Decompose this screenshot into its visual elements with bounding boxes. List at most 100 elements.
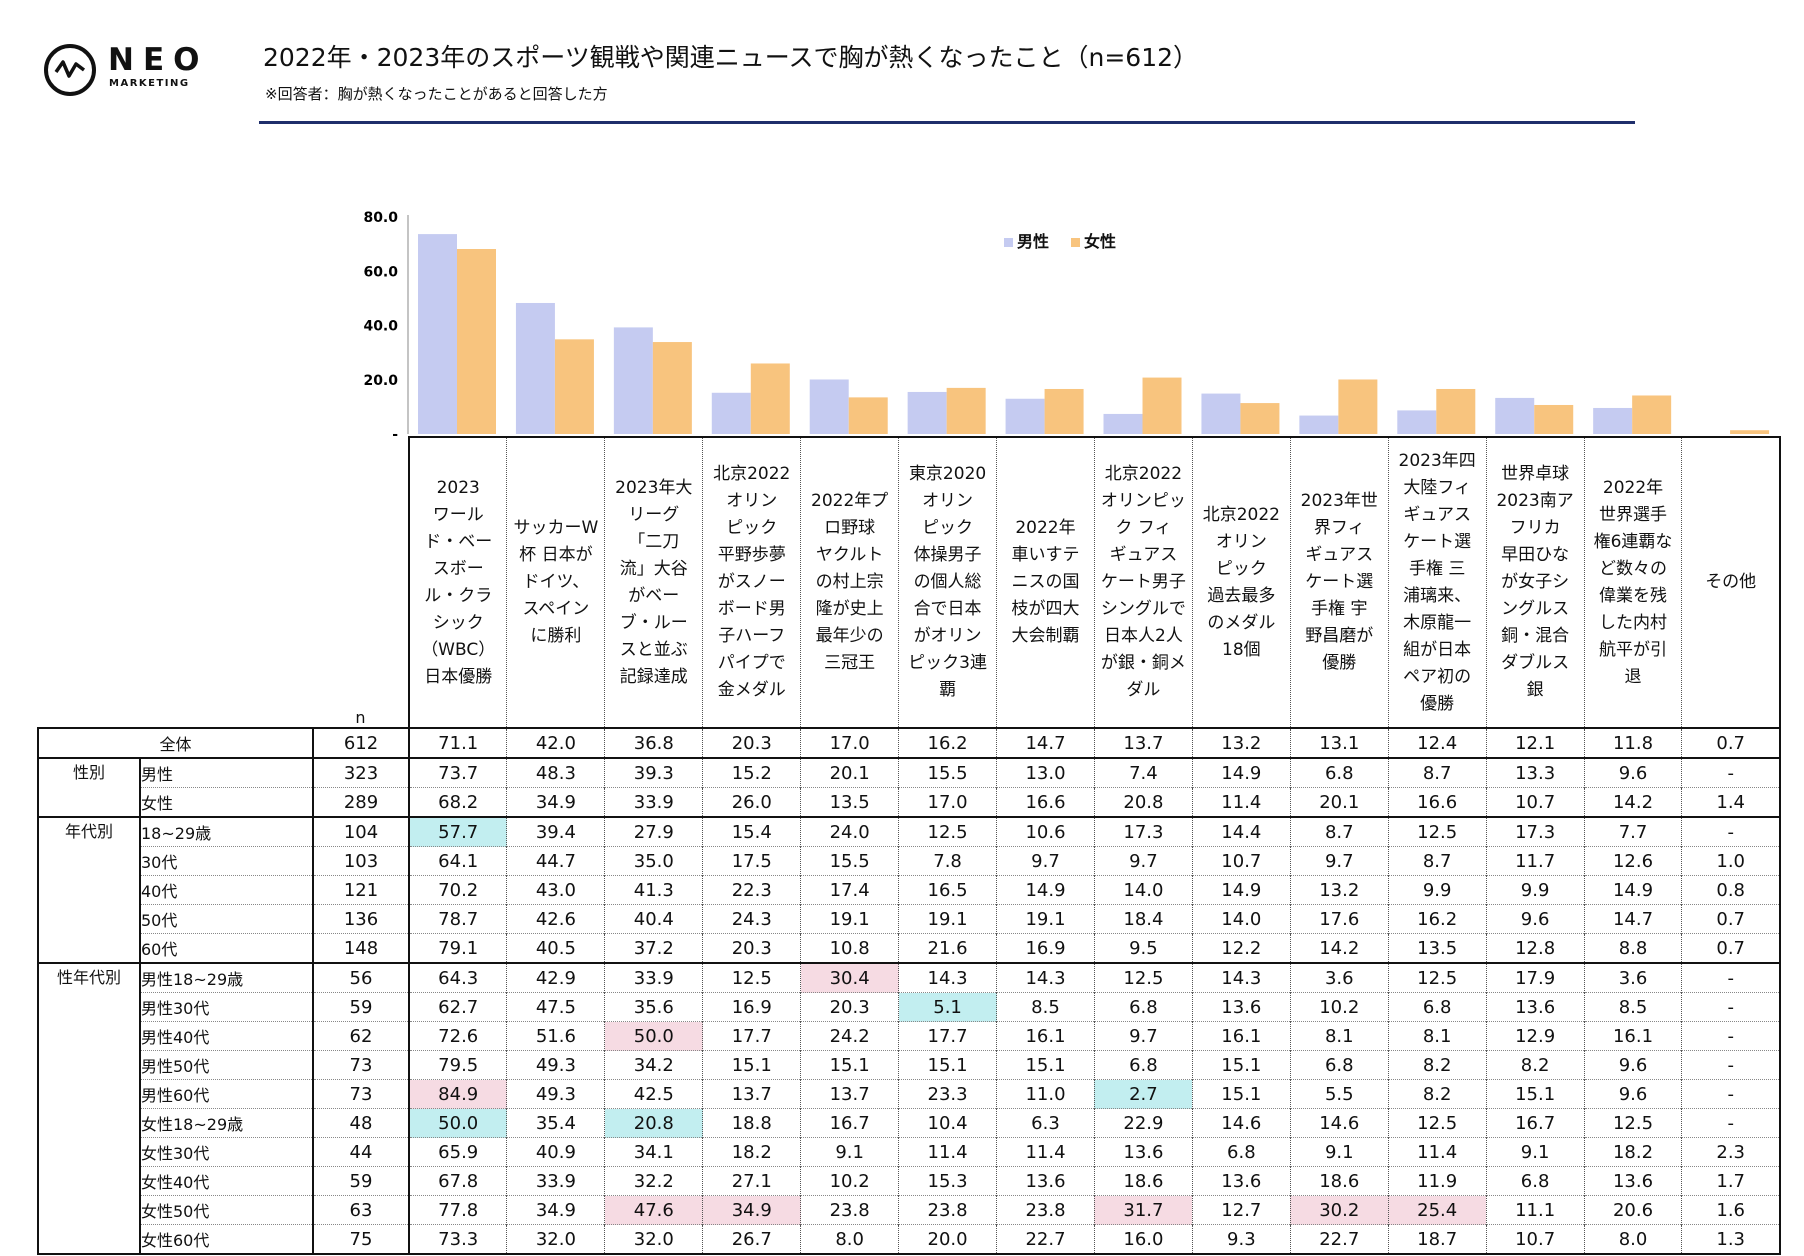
bar-male	[515, 302, 555, 434]
value-cell-low: 2.7	[1093, 1079, 1193, 1109]
value-cell: 44.7	[506, 846, 606, 876]
value-cell: 26.7	[702, 1224, 802, 1255]
value-cell: 17.9	[1485, 962, 1585, 993]
legend-swatch-female	[1071, 238, 1081, 247]
row-label: 50代	[139, 904, 314, 934]
value-cell: 15.1	[1191, 1079, 1291, 1109]
value-cell: 22.7	[1289, 1224, 1389, 1255]
value-cell: 32.0	[604, 1224, 704, 1255]
bar-male	[1299, 415, 1339, 434]
row-label: 40代	[139, 875, 314, 905]
value-cell: -	[1681, 1050, 1781, 1080]
value-cell: 6.8	[1289, 757, 1389, 788]
bar-female	[1534, 404, 1574, 434]
bar-female	[457, 249, 496, 434]
column-header: 北京2022 オリン ピック 過去最多 のメダル 18個	[1191, 436, 1291, 728]
value-cell: 24.2	[800, 1021, 900, 1051]
value-cell: 7.7	[1583, 816, 1683, 847]
value-cell: 18.7	[1387, 1224, 1487, 1255]
value-cell: 16.1	[1583, 1021, 1683, 1051]
value-cell: 14.6	[1191, 1108, 1291, 1138]
value-cell: 18.2	[1583, 1137, 1683, 1167]
value-cell: 20.3	[702, 933, 802, 963]
column-header: 2023年大 リーグ 「二刀 流」大谷 がベー ブ・ルー スと並ぶ 記録達成	[604, 436, 704, 728]
value-cell: 20.0	[898, 1224, 998, 1255]
value-cell: 12.4	[1387, 727, 1487, 758]
value-cell: 9.7	[1093, 1021, 1193, 1051]
column-header: 2022年 世界選手 権6連覇な ど数々の 偉業を残 した内村 航平が引 退	[1583, 436, 1683, 728]
row-label: 男性60代	[139, 1079, 314, 1109]
value-cell: 12.5	[898, 816, 998, 847]
value-cell: 16.5	[898, 875, 998, 905]
value-cell-low: 5.1	[898, 992, 998, 1022]
value-cell: 15.1	[1485, 1079, 1585, 1109]
table-row: 60代 148 79.1 40.5 37.2 20.3 10.8 21.6 16.9 9.5 12.…	[38, 933, 1781, 963]
value-cell: 17.0	[898, 787, 998, 817]
value-cell: 14.2	[1289, 933, 1389, 963]
group-label: 性別	[37, 757, 141, 817]
table-row: 性年代別 男性18~29歳 56 64.3 42.9 33.9 12.5 30.4 14.3 14…	[37, 962, 1781, 1255]
value-cell: 11.9	[1387, 1166, 1487, 1196]
value-cell: 12.5	[1387, 962, 1487, 993]
value-cell: 20.3	[800, 992, 900, 1022]
value-cell: 20.1	[1289, 787, 1389, 817]
value-cell: 9.7	[996, 846, 1095, 876]
value-cell: 9.7	[1289, 846, 1389, 876]
value-cell: -	[1681, 757, 1781, 788]
value-cell: 8.8	[1583, 933, 1683, 963]
value-cell: 24.3	[702, 904, 802, 934]
table-row: 女性 289 68.2 34.9 33.9 26.0 13.5 17.0 16.6 20.8 11.…	[38, 787, 1781, 817]
y-tick-label: 60.0	[363, 264, 398, 280]
value-cell: 14.6	[1289, 1108, 1389, 1138]
value-cell-high: 31.7	[1093, 1195, 1193, 1225]
column-header: 世界卓球 2023南ア フリカ 早田ひな が女子シ ングルス 銅・混合 ダブルス…	[1485, 436, 1585, 728]
value-cell: 10.7	[1191, 846, 1291, 876]
value-cell: -	[1681, 1079, 1781, 1109]
value-cell: 20.3	[702, 727, 802, 758]
value-cell: 17.7	[702, 1021, 802, 1051]
bar-male	[1593, 407, 1633, 434]
value-cell: 9.6	[1485, 904, 1585, 934]
value-cell: 14.9	[1583, 875, 1683, 905]
value-cell: 26.0	[702, 787, 802, 817]
value-cell: 9.7	[1093, 846, 1193, 876]
value-cell: 18.6	[1289, 1166, 1389, 1196]
value-cell: 14.3	[996, 962, 1095, 993]
value-cell: 1.3	[1681, 1224, 1781, 1255]
value-cell: 15.5	[898, 757, 998, 788]
value-cell: 2.3	[1681, 1137, 1781, 1167]
row-n: 59	[312, 1166, 410, 1196]
value-cell: 35.4	[506, 1108, 606, 1138]
column-header: 2023年四 大陸フィ ギュアス ケート選 手権 三 浦璃来、 木原龍一 組が日…	[1387, 436, 1487, 728]
bar-female	[848, 397, 888, 434]
value-cell: 15.4	[702, 816, 802, 847]
value-cell: 13.6	[1583, 1166, 1683, 1196]
bar-male	[711, 392, 751, 434]
value-cell: 10.2	[800, 1166, 900, 1196]
value-cell: 43.0	[506, 875, 606, 905]
value-cell: -	[1681, 992, 1781, 1022]
value-cell: 33.9	[506, 1166, 606, 1196]
value-cell: 13.6	[1191, 992, 1291, 1022]
value-cell: 32.0	[506, 1224, 606, 1255]
value-cell: 0.7	[1681, 904, 1781, 934]
value-cell: 17.3	[1093, 816, 1193, 847]
value-cell: 10.7	[1485, 1224, 1585, 1255]
group-label: 年代別	[37, 816, 141, 963]
value-cell: 12.5	[1387, 1108, 1487, 1138]
value-cell: 16.2	[1387, 904, 1487, 934]
value-cell: 1.7	[1681, 1166, 1781, 1196]
value-cell: 15.1	[702, 1050, 802, 1080]
value-cell: 51.6	[506, 1021, 606, 1051]
value-cell: 10.4	[898, 1108, 998, 1138]
value-cell: 36.8	[604, 727, 704, 758]
value-cell: 27.1	[702, 1166, 802, 1196]
value-cell: 37.2	[604, 933, 704, 963]
value-cell: 1.0	[1681, 846, 1781, 876]
crosstab-table: n 2023 ワール ド・ベー スボー ル・クラ シック （WBC） 日本優勝サ…	[37, 436, 1781, 1255]
value-cell: 48.3	[506, 757, 606, 788]
row-label: 女性50代	[139, 1195, 314, 1225]
value-cell: 1.4	[1681, 787, 1781, 817]
value-cell: 39.4	[506, 816, 606, 847]
value-cell: 40.4	[604, 904, 704, 934]
